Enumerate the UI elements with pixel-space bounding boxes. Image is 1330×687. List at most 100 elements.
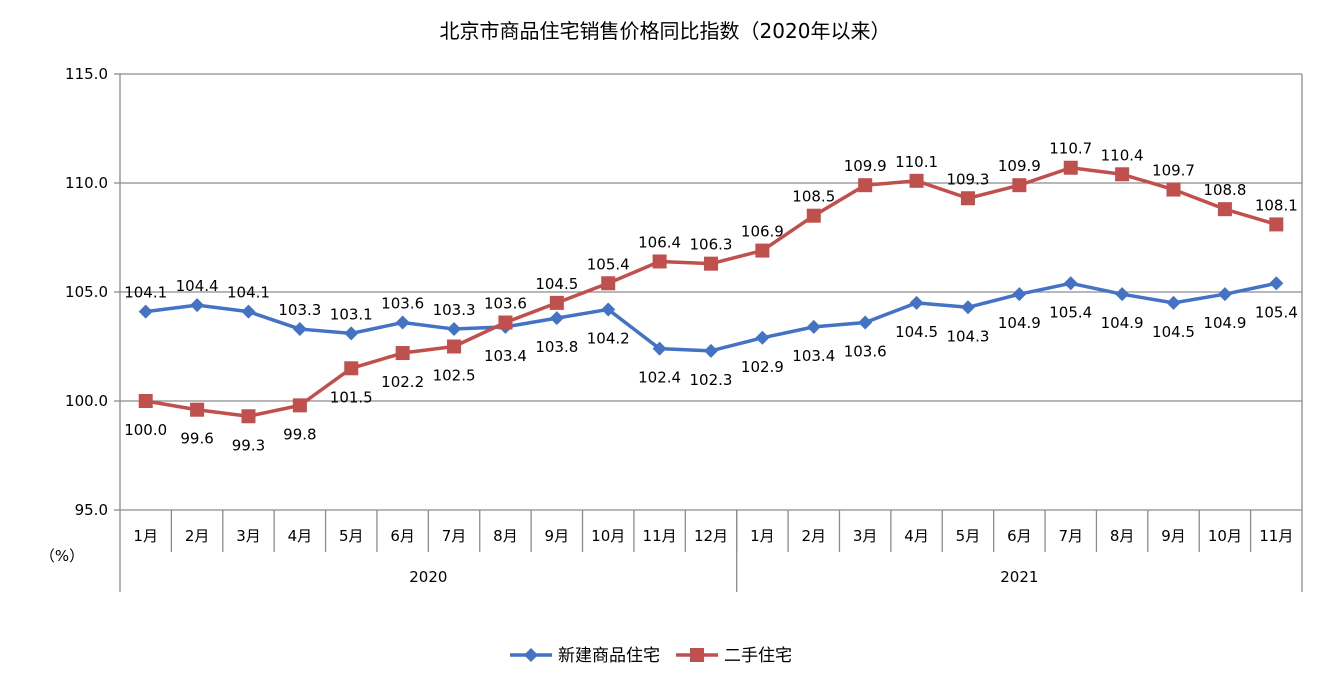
series-1-point xyxy=(1012,287,1027,302)
series-2-point xyxy=(498,315,513,330)
x-tick-label: 11月 xyxy=(643,527,677,545)
series-1-data-label: 104.5 xyxy=(1152,323,1195,341)
chart-title: 北京市商品住宅销售价格同比指数（2020年以来） xyxy=(440,19,891,43)
series-2-point xyxy=(395,346,410,361)
series-2-data-label: 102.2 xyxy=(381,373,424,391)
x-tick-label: 6月 xyxy=(1007,527,1032,545)
series-1-point xyxy=(652,341,667,356)
y-tick-label: 105.0 xyxy=(65,283,108,301)
series-2-point xyxy=(292,398,307,413)
series-2-point xyxy=(1217,202,1232,217)
y-tick-label: 115.0 xyxy=(65,65,108,83)
series-1-point xyxy=(344,326,359,341)
series-2-data-label: 108.5 xyxy=(792,188,835,206)
x-tick-label: 3月 xyxy=(853,527,878,545)
series-2-data-label: 99.3 xyxy=(232,436,265,454)
series-1-data-label: 102.3 xyxy=(690,371,733,389)
series-2-data-label: 102.5 xyxy=(433,367,476,385)
series-2-data-label: 109.3 xyxy=(946,170,989,188)
legend-marker-2 xyxy=(690,648,704,662)
series-1-point xyxy=(241,304,256,319)
series-2-point xyxy=(1115,167,1130,182)
series-1-data-label: 103.4 xyxy=(792,347,835,365)
series-1-point xyxy=(1269,276,1284,291)
series-1-data-label: 103.8 xyxy=(535,338,578,356)
series-1-point xyxy=(1166,295,1181,310)
series-1-data-label: 104.4 xyxy=(176,277,219,295)
series-1-point xyxy=(806,319,821,334)
series-2-data-label: 110.7 xyxy=(1049,140,1092,158)
series-1-point xyxy=(138,304,153,319)
series-2-point xyxy=(344,361,359,376)
series-1-data-label: 104.1 xyxy=(124,284,167,302)
axes: 95.0 100.0 105.0 110.0 115.0 1月 2月 3月 4月 5月 6月 7月 8月… xyxy=(65,65,1303,592)
x-tick-label: 5月 xyxy=(339,527,364,545)
legend: 新建商品住宅 二手住宅 xyxy=(510,646,792,666)
series-2-point xyxy=(652,254,667,269)
series-2-data-label: 99.8 xyxy=(283,425,316,443)
series-1-data-label: 104.9 xyxy=(1203,314,1246,332)
y-tick-label: 100.0 xyxy=(65,392,108,410)
series-2-data-label: 104.5 xyxy=(535,275,578,293)
series-2-data-label: 106.4 xyxy=(638,233,681,251)
y-tick-label: 110.0 xyxy=(65,174,108,192)
x-tick-label: 8月 xyxy=(1110,527,1135,545)
series-2-point xyxy=(241,409,256,424)
series-1-data-label: 103.4 xyxy=(484,347,527,365)
x-tick-label: 10月 xyxy=(1208,527,1242,545)
x-tick-label: 7月 xyxy=(1058,527,1083,545)
series-1-data-label: 103.3 xyxy=(433,301,476,319)
x-tick-label: 4月 xyxy=(288,527,313,545)
series-1-point xyxy=(858,315,873,330)
x-tick-label: 5月 xyxy=(956,527,981,545)
series-2-point xyxy=(1166,182,1181,197)
x-tick-label: 12月 xyxy=(694,527,728,545)
series-2-data-label: 109.7 xyxy=(1152,162,1195,180)
series-2-point xyxy=(806,208,821,223)
x-tick-label: 10月 xyxy=(591,527,625,545)
x-tick-label: 9月 xyxy=(545,527,570,545)
data-labels: 104.1 104.4 104.1 103.3 103.1 103.6 103.3 103.4… xyxy=(124,140,1298,455)
series-layer xyxy=(138,160,1284,424)
series-1-data-label: 103.6 xyxy=(381,295,424,313)
series-1-point xyxy=(549,311,564,326)
series-2-point xyxy=(755,243,770,258)
series-1-data-label: 103.1 xyxy=(330,305,373,323)
series-1-point xyxy=(601,302,616,317)
series-1-data-label: 104.3 xyxy=(946,327,989,345)
series-2-data-label: 108.8 xyxy=(1203,181,1246,199)
series-1-point xyxy=(1063,276,1078,291)
x-tick-label: 4月 xyxy=(904,527,929,545)
x-tick-label: 2月 xyxy=(802,527,827,545)
x-tick-label: 1月 xyxy=(750,527,775,545)
series-2-data-label: 109.9 xyxy=(844,157,887,175)
series-1-data-label: 104.2 xyxy=(587,329,630,347)
series-2-data-label: 101.5 xyxy=(330,388,373,406)
series-1-data-label: 104.9 xyxy=(998,314,1041,332)
series-2-point xyxy=(704,256,718,271)
series-2-point xyxy=(138,394,153,408)
series-2-data-label: 99.6 xyxy=(180,430,213,448)
series-1-point xyxy=(704,343,718,358)
x-group-label: 2021 xyxy=(1000,568,1038,586)
series-2-point xyxy=(1063,160,1078,175)
series-2-data-label: 110.4 xyxy=(1101,146,1144,164)
series-1-point xyxy=(909,295,924,310)
x-tick-label: 7月 xyxy=(442,527,467,545)
series-2-point xyxy=(909,173,924,188)
series-2-data-label: 110.1 xyxy=(895,153,938,171)
series-1-data-label: 104.5 xyxy=(895,323,938,341)
x-tick-label: 8月 xyxy=(493,527,518,545)
series-2-data-label: 105.4 xyxy=(587,255,630,273)
series-1-point xyxy=(447,322,462,337)
series-2-point xyxy=(549,295,564,310)
series-2-point xyxy=(960,191,975,206)
x-tick-label: 11月 xyxy=(1259,527,1293,545)
series-1-data-label: 102.4 xyxy=(638,369,681,387)
x-group-label: 2020 xyxy=(409,568,447,586)
grid-lines xyxy=(120,73,1302,511)
series-2-data-label: 103.6 xyxy=(484,295,527,313)
series-2-data-label: 109.9 xyxy=(998,157,1041,175)
series-1-data-label: 102.9 xyxy=(741,358,784,376)
x-tick-label: 9月 xyxy=(1161,527,1186,545)
